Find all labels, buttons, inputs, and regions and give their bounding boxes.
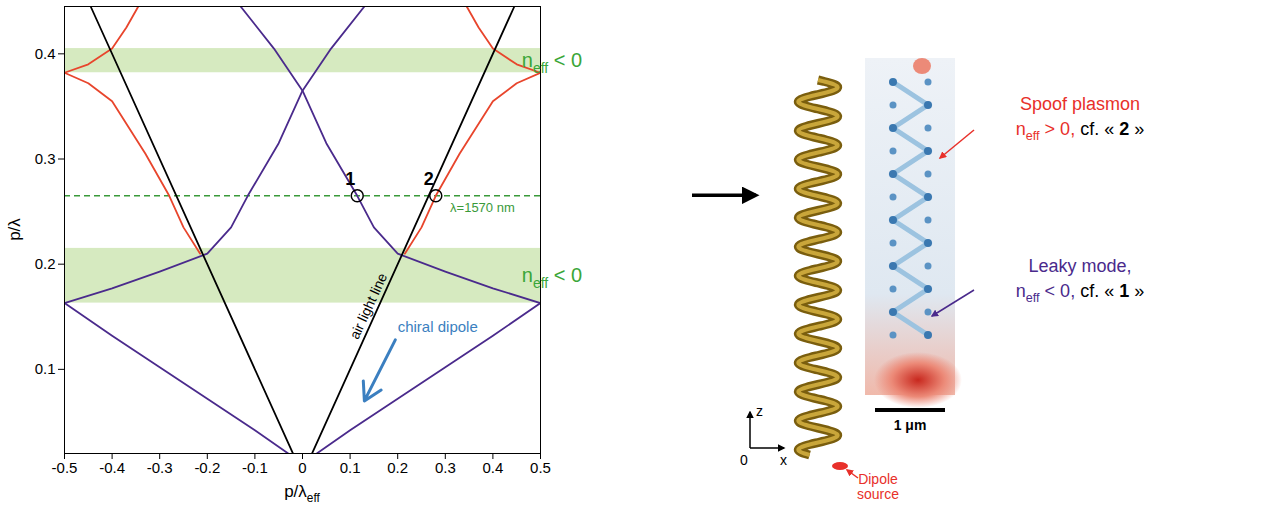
svg-text:source: source: [857, 486, 899, 502]
svg-text:-0.3: -0.3: [147, 459, 173, 476]
svg-text:0.2: 0.2: [35, 255, 56, 272]
svg-text:0.5: 0.5: [530, 459, 551, 476]
svg-text:0.3: 0.3: [35, 150, 56, 167]
svg-text:2: 2: [424, 169, 434, 189]
svg-text:0.1: 0.1: [340, 459, 361, 476]
svg-text:0: 0: [740, 452, 748, 468]
svg-text:-0.4: -0.4: [99, 459, 125, 476]
svg-text:0.4: 0.4: [35, 45, 56, 62]
svg-text:-0.2: -0.2: [194, 459, 220, 476]
svg-text:0.3: 0.3: [435, 459, 456, 476]
svg-text:0.1: 0.1: [35, 360, 56, 377]
svg-text:Dipole: Dipole: [858, 471, 898, 487]
svg-text:z: z: [756, 403, 763, 419]
svg-text:x: x: [780, 452, 787, 468]
svg-text:neff < 0, cf. « 1 »: neff < 0, cf. « 1 »: [1016, 281, 1144, 305]
svg-text:neff < 0: neff < 0: [522, 264, 582, 291]
svg-text:0: 0: [298, 459, 306, 476]
svg-text:1 μm: 1 μm: [894, 417, 927, 433]
svg-text:Spoof plasmon: Spoof plasmon: [1020, 94, 1140, 114]
svg-text:-0.5: -0.5: [52, 459, 78, 476]
svg-text:p/λeff: p/λeff: [284, 482, 320, 505]
svg-text:air light line: air light line: [346, 270, 390, 341]
svg-text:chiral dipole: chiral dipole: [398, 318, 478, 335]
svg-text:-0.1: -0.1: [242, 459, 268, 476]
svg-text:1: 1: [345, 169, 355, 189]
svg-text:0.4: 0.4: [482, 459, 503, 476]
svg-text:neff > 0, cf. « 2 »: neff > 0, cf. « 2 »: [1016, 119, 1144, 143]
svg-text:p/λ: p/λ: [5, 218, 24, 241]
svg-text:neff < 0: neff < 0: [522, 49, 582, 76]
svg-text:Leaky mode,: Leaky mode,: [1028, 256, 1131, 276]
svg-text:0.2: 0.2: [387, 459, 408, 476]
svg-text:λ=1570 nm: λ=1570 nm: [450, 200, 515, 215]
